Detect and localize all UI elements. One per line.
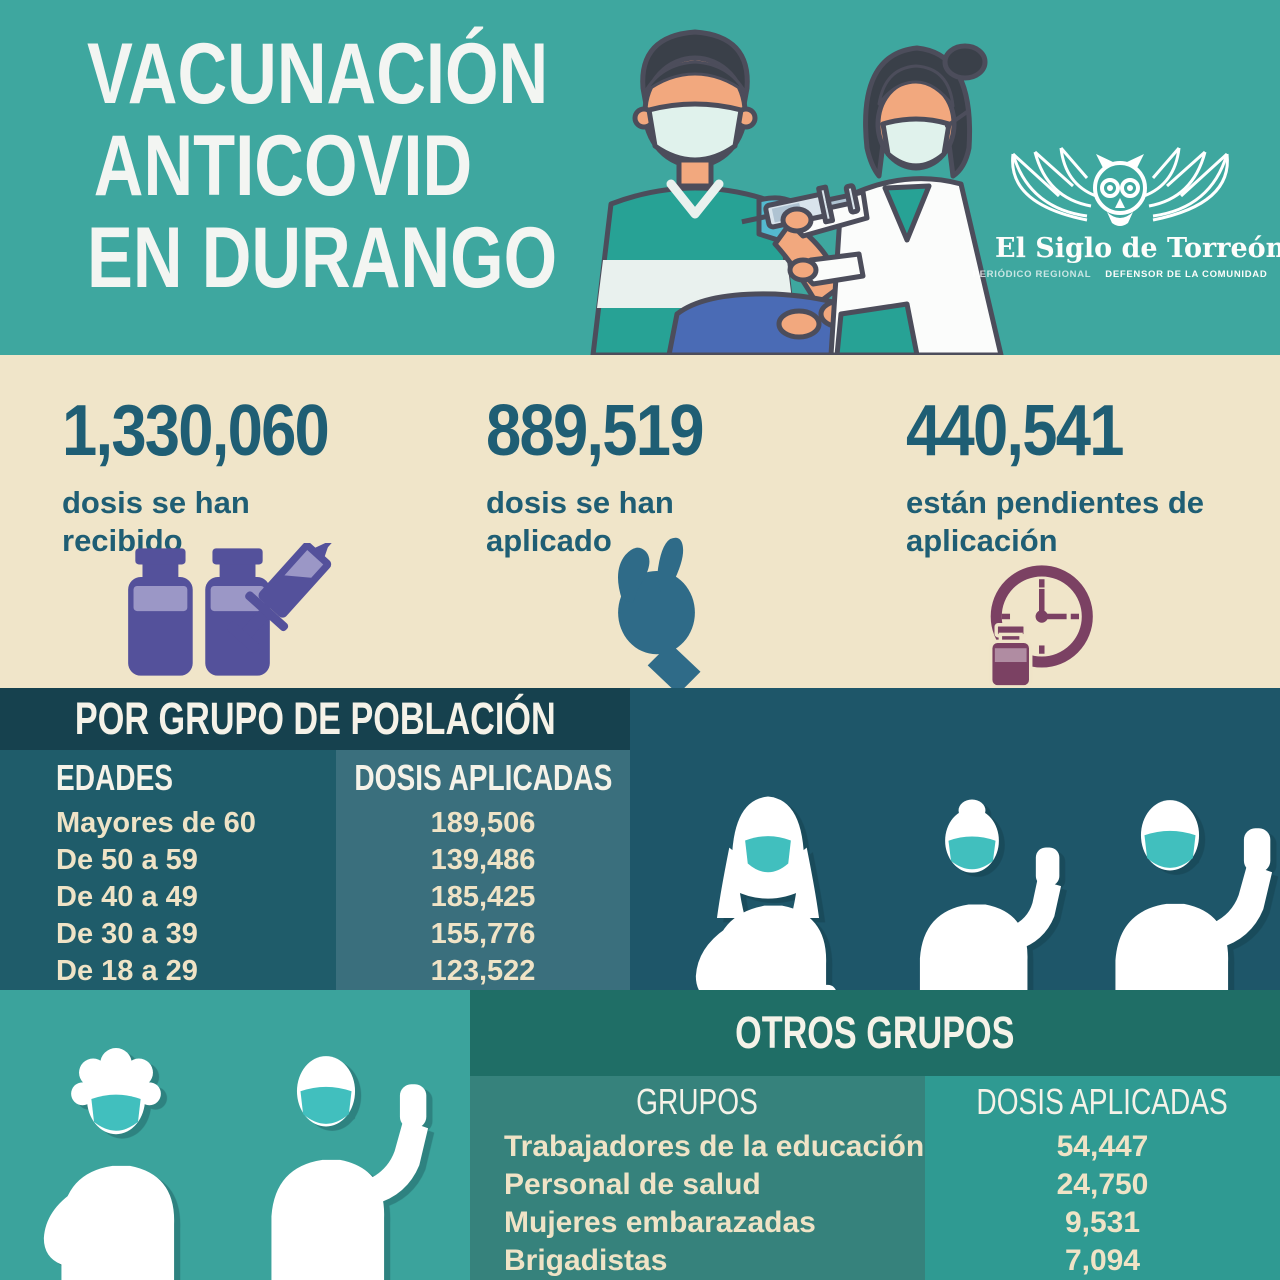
- thumbs-up-glove-icon: [617, 537, 701, 691]
- clock-vial-icon: [988, 565, 1093, 689]
- age-row-value: 155,776: [430, 918, 536, 950]
- groups-section-title: OTROS GRUPOS: [735, 1007, 1015, 1058]
- age-table-values-column: DOSIS APLICADAS 189,506 139,486 185,425 …: [336, 750, 630, 990]
- age-col2-header: DOSIS APLICADAS: [354, 756, 612, 798]
- groups-table-values-column: DOSIS APLICADAS 54,447 24,750 9,531 7,09…: [925, 1076, 1280, 1280]
- stat-pending-value: 440,541: [906, 391, 1124, 471]
- age-row-label: De 18 a 29: [56, 955, 198, 987]
- person-silhouette-curly-icon: [43, 1048, 175, 1280]
- age-row-value: 123,522: [430, 955, 536, 987]
- group-row-label: Mujeres embarazadas: [504, 1206, 816, 1239]
- stat-received: 1,330,060 dosis se han recibido: [62, 390, 372, 560]
- person-silhouette-wave-icon: [1115, 800, 1273, 990]
- stat-applied-value: 889,519: [486, 391, 704, 471]
- vaccination-illustration-icon: [590, 29, 1004, 355]
- group-row-label: Brigadistas: [504, 1244, 668, 1277]
- stat-received-value: 1,330,060: [62, 391, 330, 471]
- age-row-label: De 50 a 59: [56, 844, 198, 876]
- group-row-value: 7,094: [1064, 1244, 1141, 1277]
- tagline-right: DEFENSOR DE LA COMUNIDAD: [1105, 269, 1268, 280]
- publisher-logo: El Siglo de Torreón PERIÓDICO REGIONAL D…: [973, 126, 1280, 280]
- title-line-2: ANTICOVID: [93, 118, 473, 214]
- stat-pending: 440,541 están pendientes de aplicación: [906, 390, 1216, 560]
- header-band: VACUNACIÓN ANTICOVID EN DURANGO: [0, 0, 1280, 355]
- stats-band: 1,330,060 dosis se han recibido 889,519 …: [0, 355, 1280, 691]
- age-row-value: 185,425: [430, 881, 536, 913]
- vials-syringe-icon: [128, 543, 342, 676]
- owl-logo-icon: [1011, 147, 1229, 226]
- age-table-labels-column: EDADES Mayores de 60 De 50 a 59 De 40 a …: [0, 750, 336, 990]
- group-row-value: 54,447: [1056, 1130, 1149, 1163]
- group-row-value: 24,750: [1056, 1168, 1149, 1201]
- masked-people-illustration-bottom: [0, 990, 470, 1280]
- age-row-label: De 30 a 39: [56, 918, 198, 950]
- masked-people-illustration-top: [630, 688, 1280, 990]
- stat-applied: 889,519 dosis se han aplicado: [486, 390, 796, 560]
- person-silhouette-wave-icon: [271, 1056, 429, 1280]
- groups-section-header: OTROS GRUPOS: [470, 990, 1280, 1076]
- person-silhouette-bun-icon: [919, 799, 1062, 990]
- age-col1-header: EDADES: [56, 756, 174, 798]
- groups-col2-header: DOSIS APLICADAS: [976, 1081, 1229, 1122]
- groups-table-labels-column: GRUPOS Trabajadores de la educación Pers…: [470, 1076, 925, 1280]
- person-silhouette-bag-icon: [695, 796, 837, 990]
- tagline-left: PERIÓDICO REGIONAL: [972, 269, 1092, 280]
- age-section-header: POR GRUPO DE POBLACIÓN: [0, 688, 630, 750]
- stat-applied-label: dosis se han aplicado: [486, 485, 674, 558]
- page-title: VACUNACIÓN ANTICOVID EN DURANGO: [38, 26, 558, 306]
- publisher-taglines: PERIÓDICO REGIONAL DEFENSOR DE LA COMUNI…: [973, 269, 1267, 280]
- age-row-value: 189,506: [430, 807, 536, 839]
- age-row-label: Mayores de 60: [56, 807, 256, 839]
- age-row-label: De 40 a 49: [56, 881, 198, 913]
- groups-col1-header: GRUPOS: [636, 1081, 759, 1122]
- title-line-1: VACUNACIÓN: [87, 26, 549, 122]
- group-row-value: 9,531: [1064, 1206, 1141, 1239]
- group-row-label: Trabajadores de la educación: [504, 1130, 925, 1163]
- group-row-label: Personal de salud: [504, 1168, 761, 1201]
- stat-pending-label: están pendientes de aplicación: [906, 485, 1205, 558]
- publisher-name: El Siglo de Torreón: [995, 233, 1280, 264]
- title-line-3: EN DURANGO: [87, 210, 558, 306]
- age-row-value: 139,486: [430, 844, 536, 876]
- age-section-title: POR GRUPO DE POBLACIÓN: [74, 693, 556, 744]
